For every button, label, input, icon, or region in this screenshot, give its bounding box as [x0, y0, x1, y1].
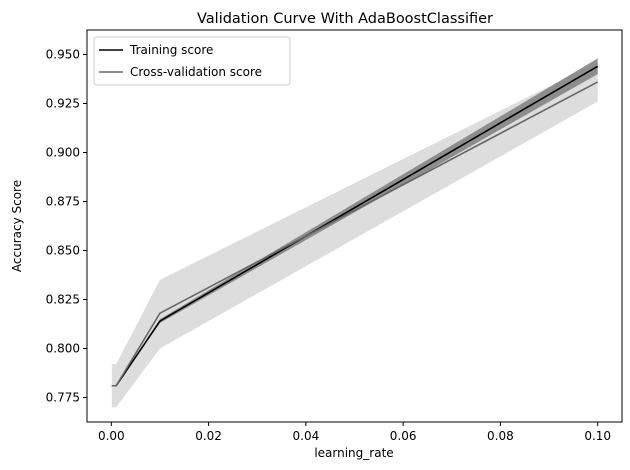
- legend-label: Training score: [129, 43, 213, 57]
- legend-label: Cross-validation score: [130, 65, 262, 79]
- band-training: [111, 58, 598, 386]
- legend-box: [93, 36, 291, 86]
- y-tick-label: 0.775: [46, 391, 80, 405]
- plot-frame: [86, 29, 623, 423]
- x-tick-label: 0.04: [293, 429, 320, 443]
- band-cross-validation: [111, 62, 598, 408]
- x-tick-label: 0.08: [487, 429, 514, 443]
- x-tick-label: 0.02: [195, 429, 222, 443]
- x-axis-title: learning_rate: [314, 446, 393, 460]
- line-cross-validation: [111, 81, 599, 387]
- y-tick-label: 0.825: [46, 293, 80, 307]
- y-tick-label: 0.875: [46, 195, 80, 209]
- x-tick-label: 0.00: [98, 429, 125, 443]
- y-tick-label: 0.925: [46, 97, 80, 111]
- y-tick-label: 0.900: [46, 146, 80, 160]
- confidence-bands: [111, 58, 598, 408]
- y-tick-label: 0.950: [46, 48, 80, 62]
- series-lines: [111, 65, 599, 387]
- chart-title: Validation Curve With AdaBoostClassifier: [197, 11, 493, 27]
- y-axis: 0.775 0.800 0.825 0.850 0.875 0.900 0.925 0.950: [46, 48, 87, 405]
- y-axis-title: Accuracy Score: [10, 180, 24, 272]
- x-tick-label: 0.06: [390, 429, 417, 443]
- y-tick-label: 0.850: [46, 244, 80, 258]
- y-tick-label: 0.800: [46, 342, 80, 356]
- legend: Training score Cross-validation score: [93, 36, 291, 86]
- x-axis: 0.00 0.02 0.04 0.06 0.08 0.10: [98, 422, 611, 443]
- x-tick-label: 0.10: [584, 429, 611, 443]
